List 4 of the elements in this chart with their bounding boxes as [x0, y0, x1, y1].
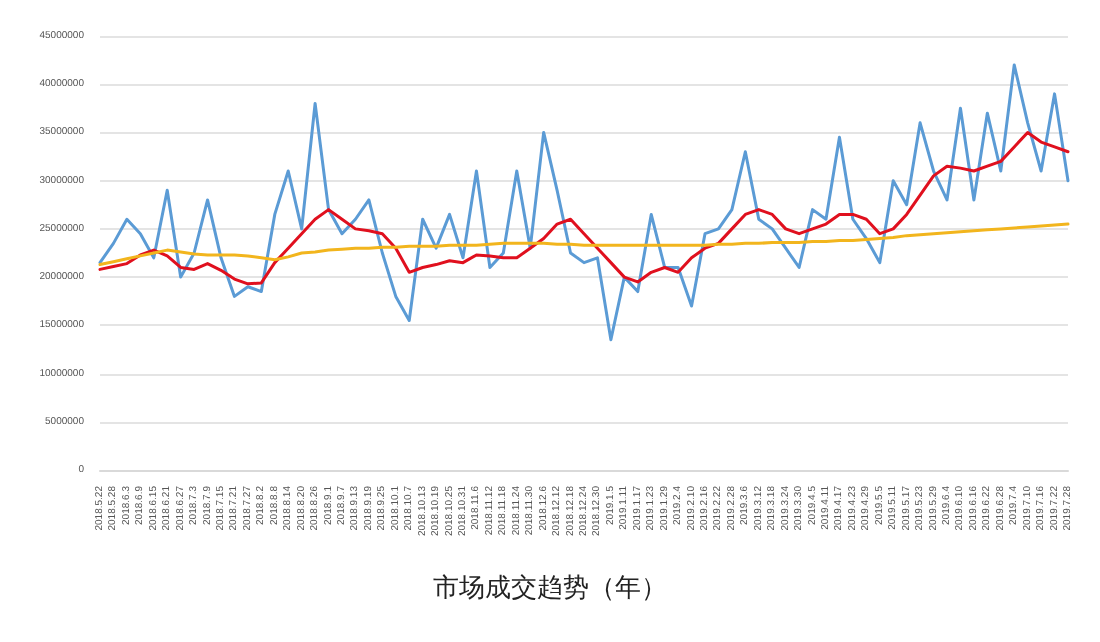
line-series — [98, 130, 1070, 286]
line-series — [98, 222, 1070, 267]
text: 市场成交趋势（年） — [433, 572, 667, 602]
line-series — [98, 63, 1070, 342]
